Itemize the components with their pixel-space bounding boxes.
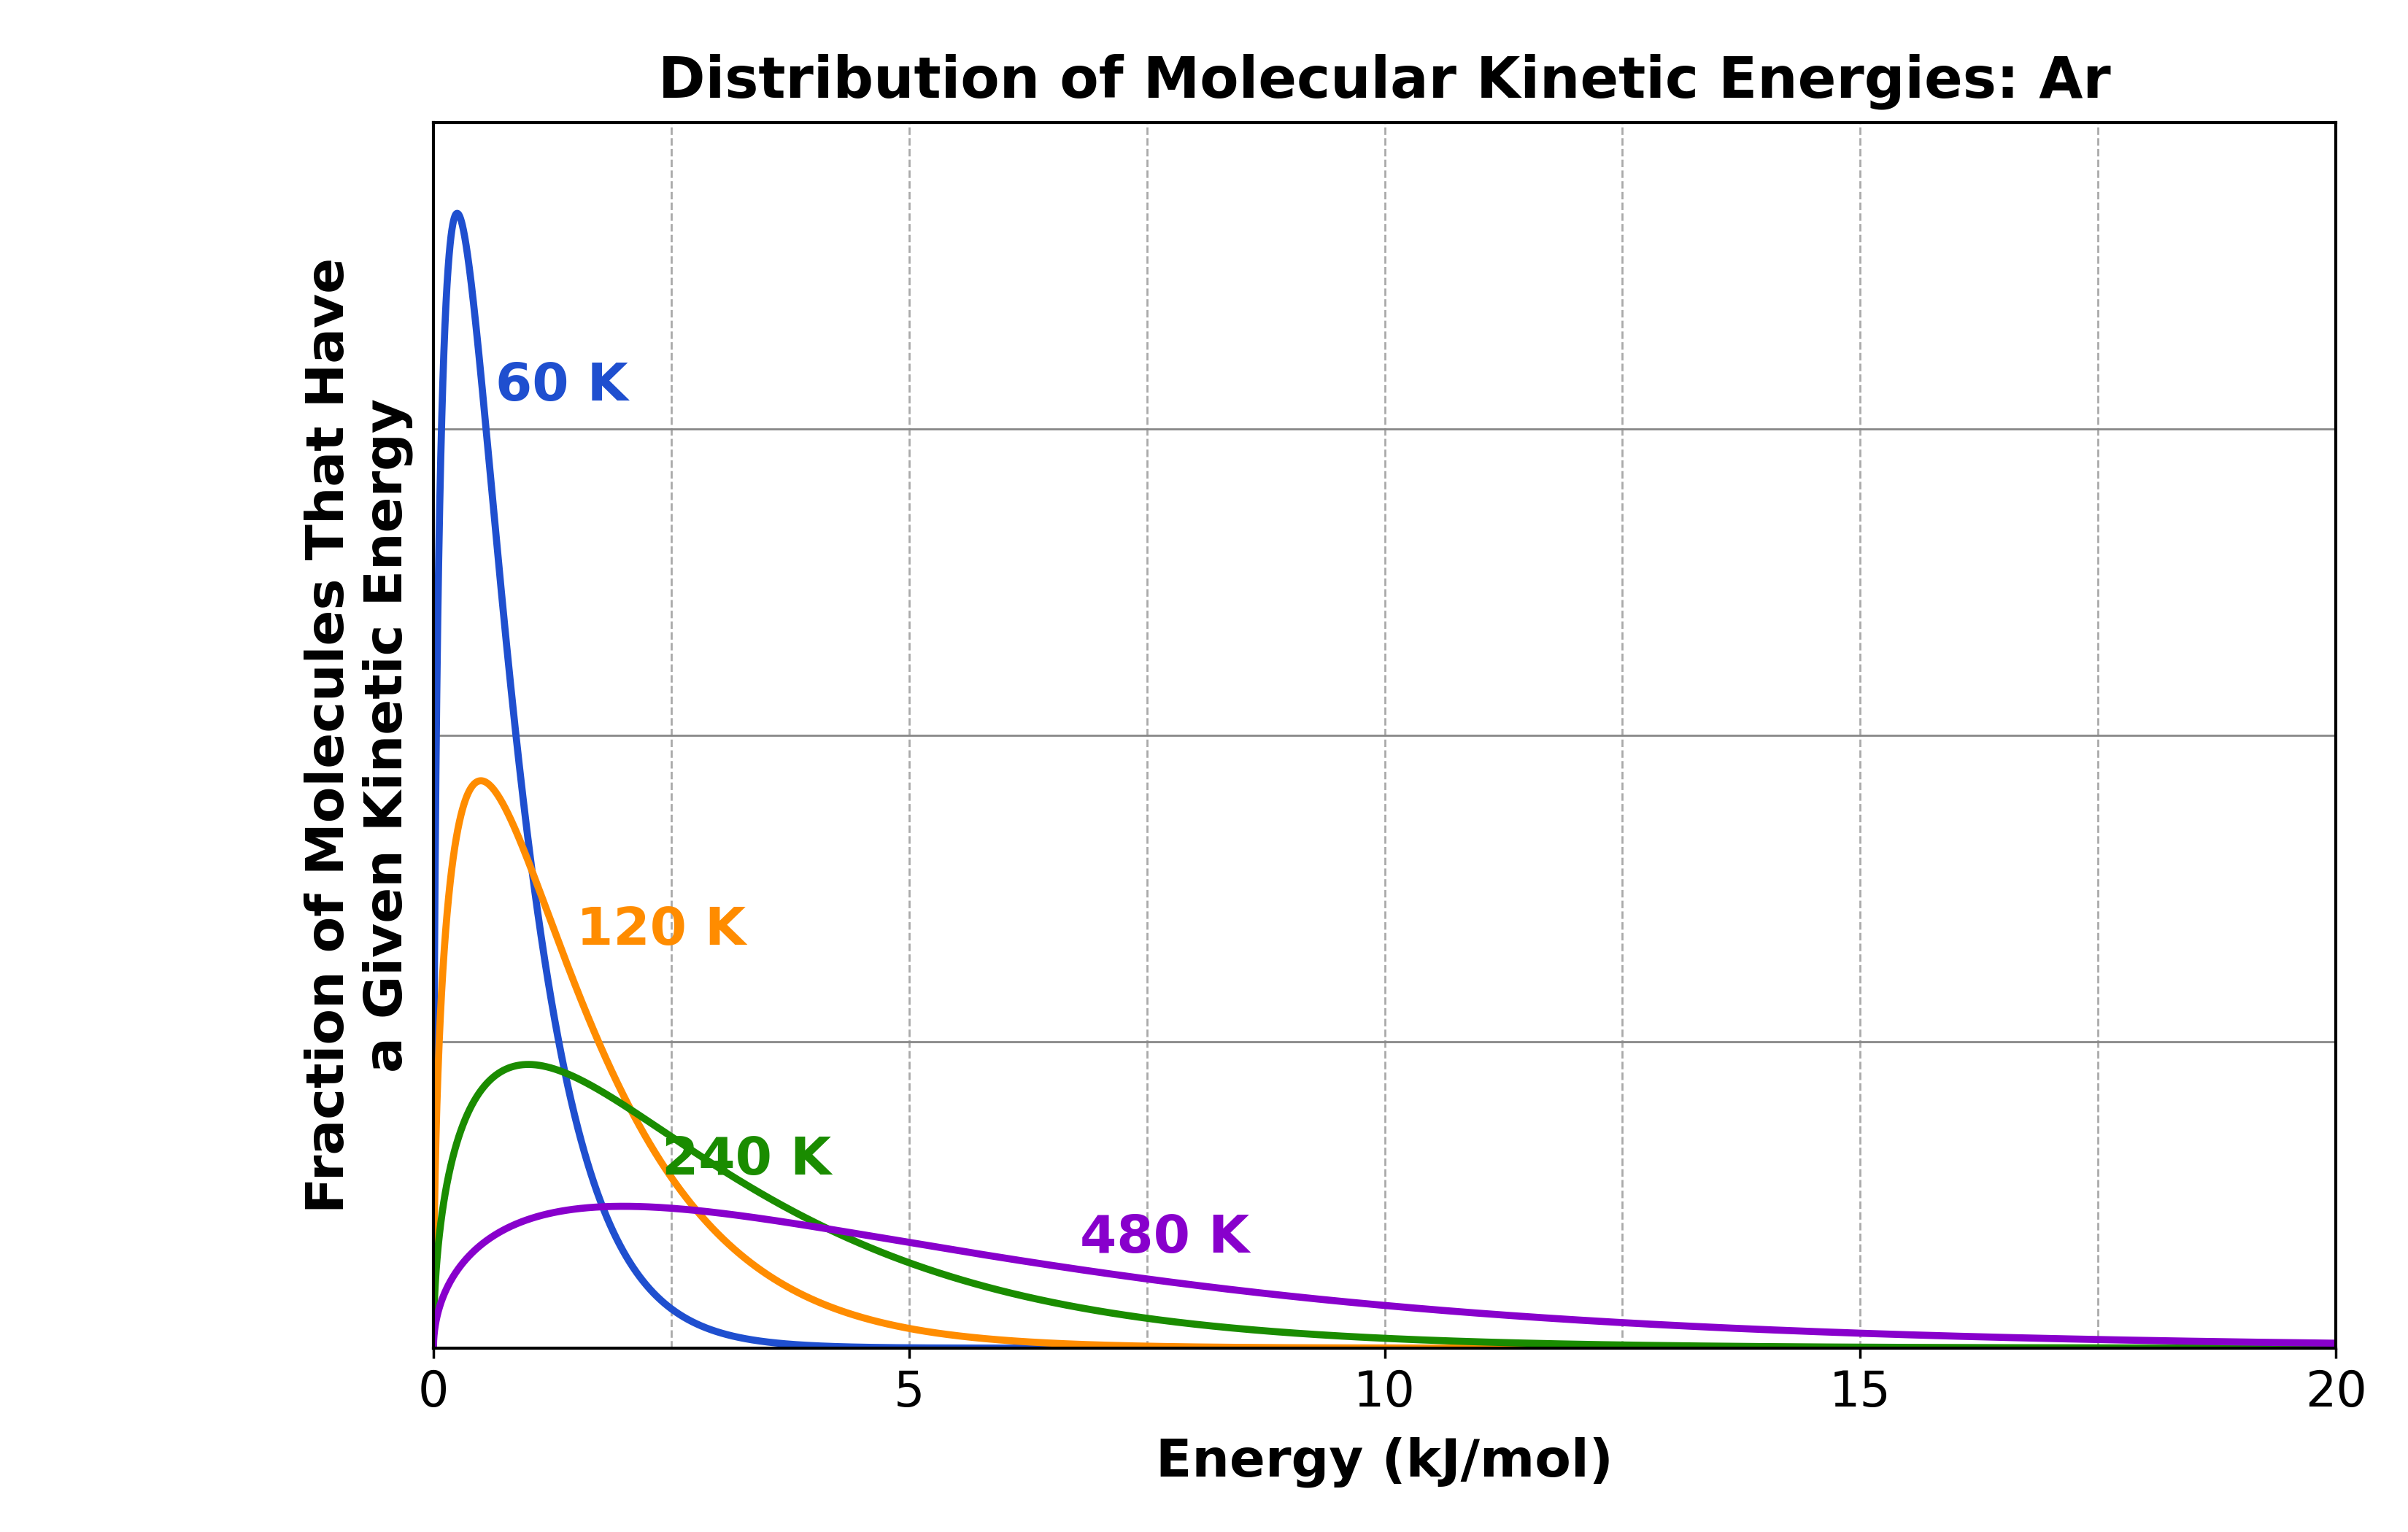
Title: Distribution of Molecular Kinetic Energies: Ar: Distribution of Molecular Kinetic Energi… (657, 54, 2112, 109)
Text: 240 K: 240 K (662, 1135, 831, 1186)
Text: 60 K: 60 K (496, 362, 628, 411)
Y-axis label: Fraction of Molecules That Have
a Given Kinetic Energy: Fraction of Molecules That Have a Given … (303, 257, 414, 1213)
Text: 120 K: 120 K (576, 905, 746, 956)
Text: 480 K: 480 K (1081, 1213, 1250, 1264)
X-axis label: Energy (kJ/mol): Energy (kJ/mol) (1156, 1437, 1613, 1488)
